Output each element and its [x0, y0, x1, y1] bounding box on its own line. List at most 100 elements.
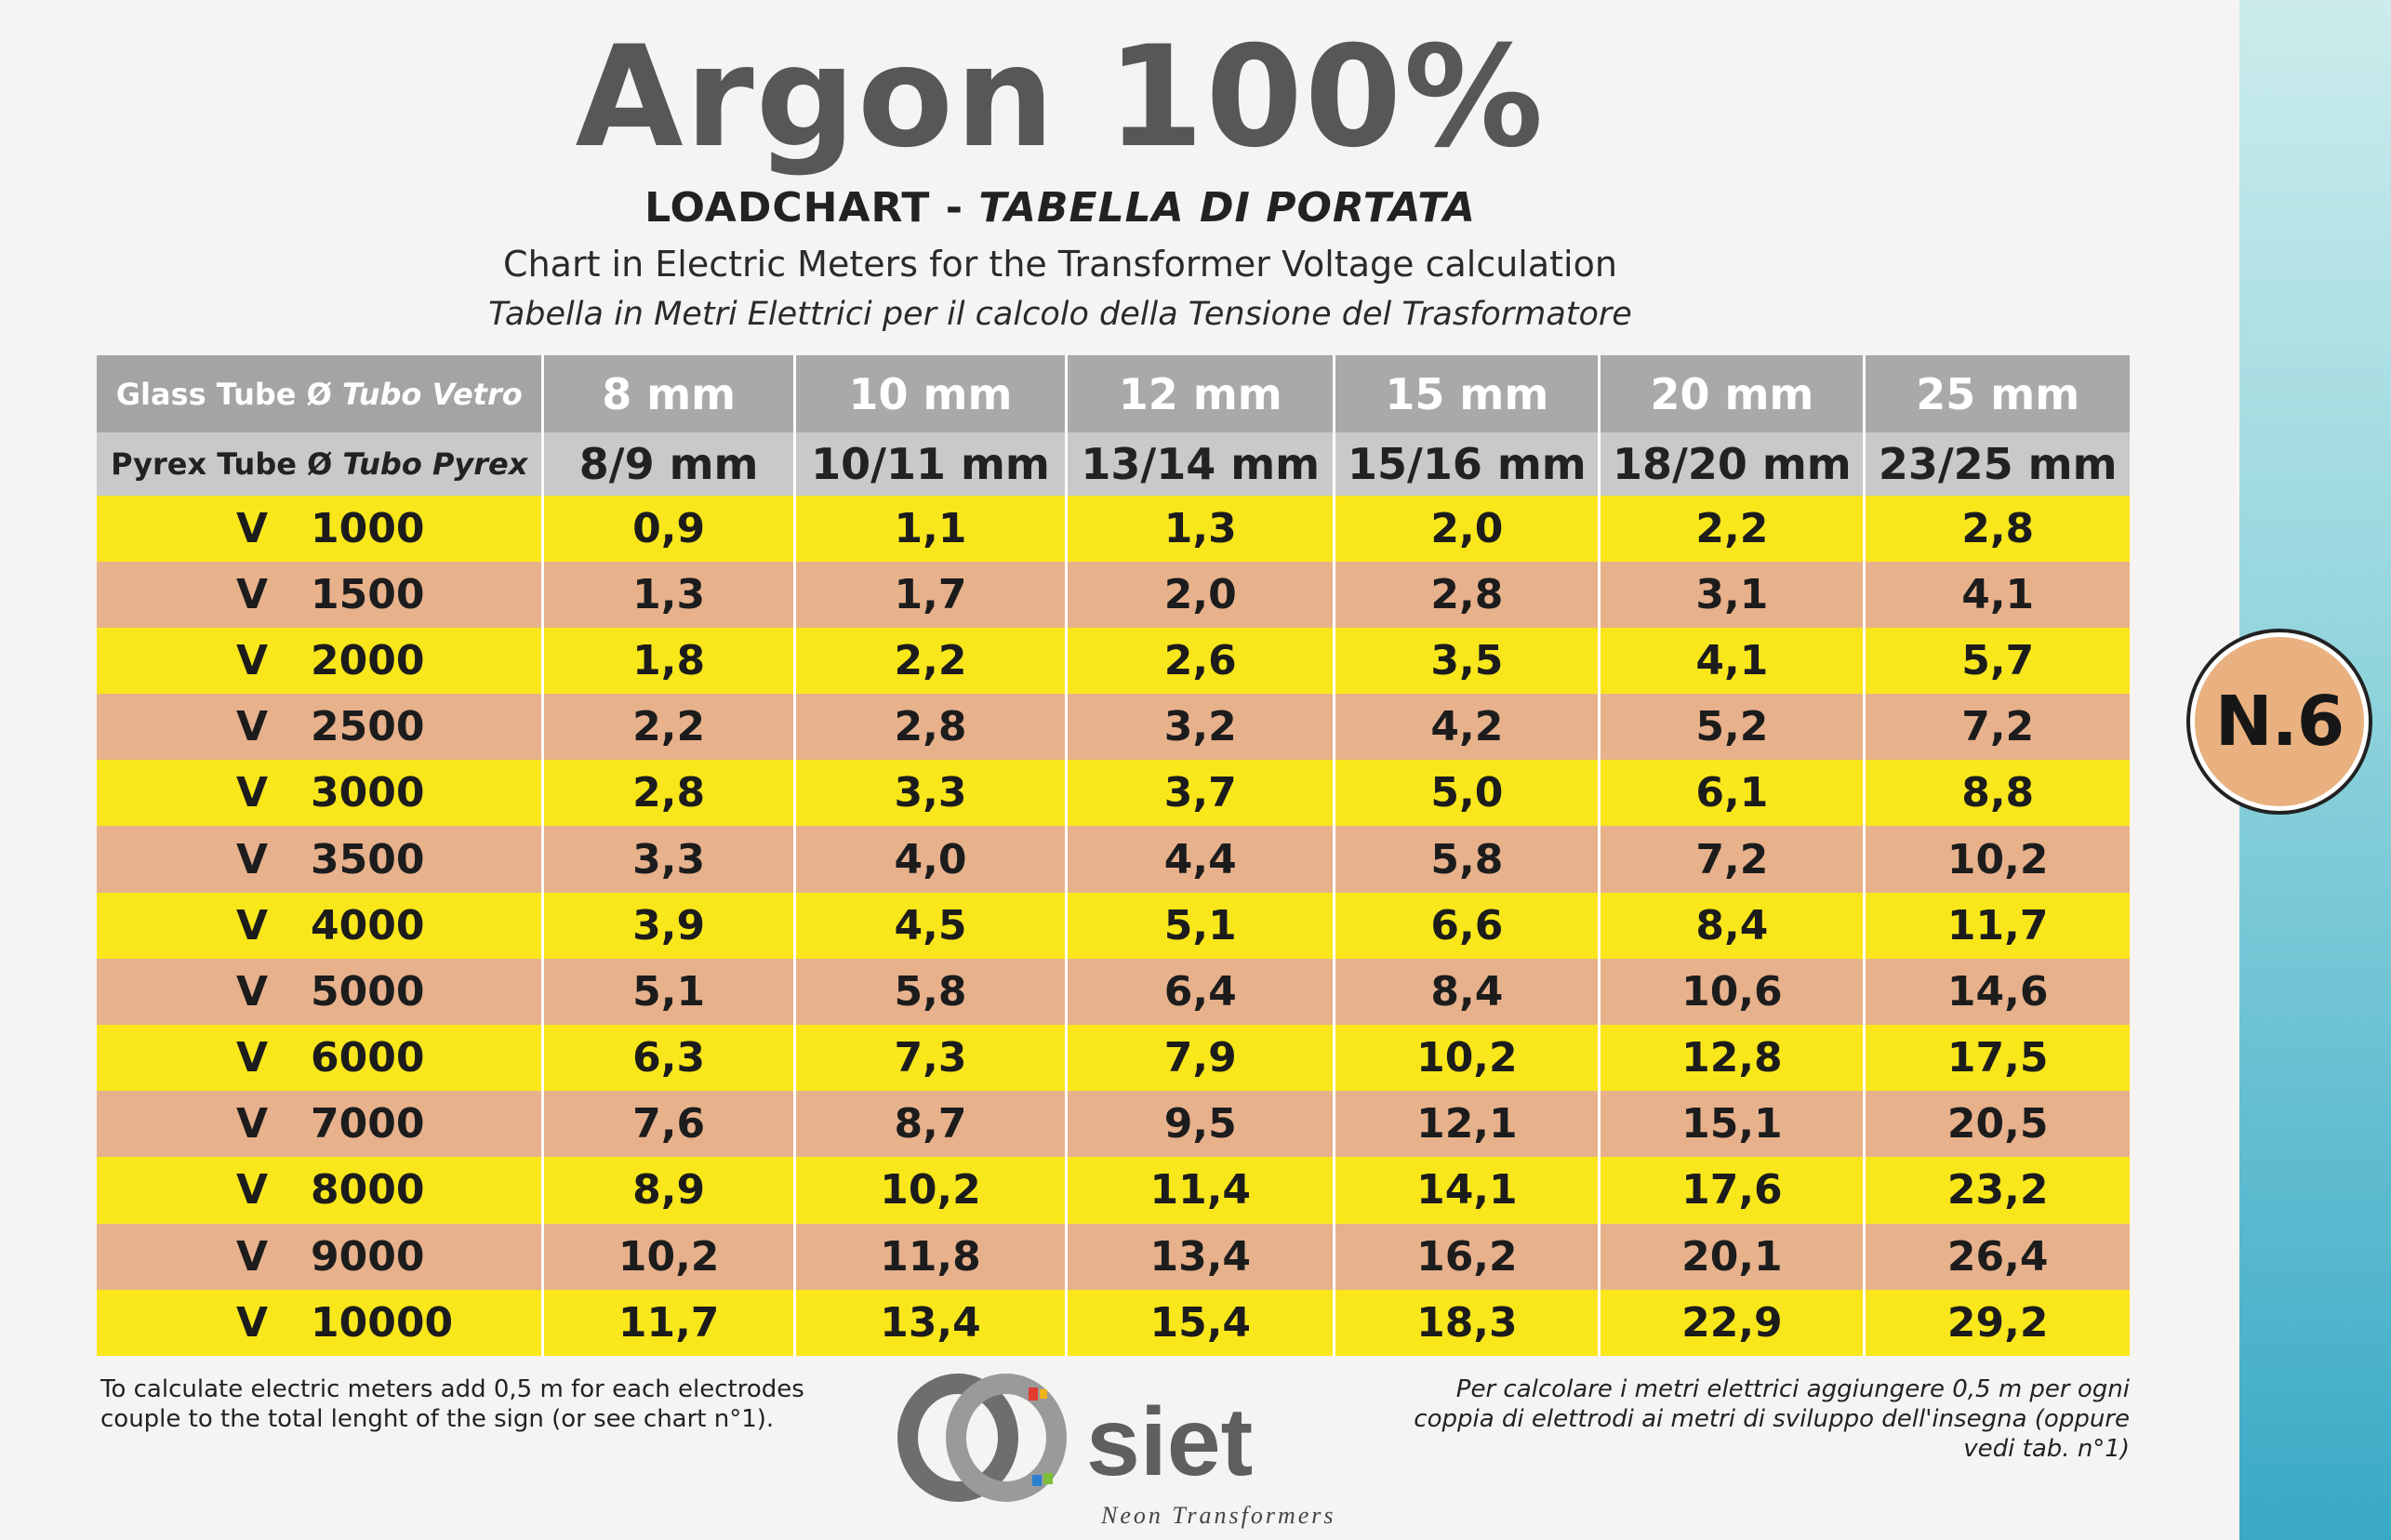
siet-logo: siet Neon Transformers [897, 1374, 1336, 1529]
meter-value-cell: 11,8 [792, 1223, 1067, 1290]
voltage-value: 1500 [311, 570, 425, 618]
meter-value-cell: 6,6 [1333, 892, 1600, 959]
description-italian: Tabella in Metri Elettrici per il calcol… [488, 296, 1632, 333]
meter-value-cell: 0,9 [541, 495, 795, 562]
voltage-cell: V 5000 [97, 958, 543, 1025]
voltage-value: 4000 [311, 901, 425, 949]
meter-value-cell: 2,0 [1065, 561, 1335, 628]
voltage-unit: V [236, 769, 269, 817]
meter-value-cell: 3,9 [541, 892, 795, 959]
meter-value-cell: 10,6 [1598, 958, 1865, 1025]
meter-value-cell: 5,1 [1065, 892, 1335, 959]
meter-value-cell: 1,3 [541, 561, 795, 628]
meter-value-cell: 10,2 [1333, 1025, 1600, 1092]
meter-value-cell: 3,3 [792, 760, 1067, 827]
meter-value-cell: 16,2 [1333, 1223, 1600, 1290]
meter-value-cell: 1,1 [792, 495, 1067, 562]
page-title: Argon 100% [575, 17, 1546, 179]
meter-value-cell: 23,2 [1863, 1157, 2130, 1224]
meter-value-cell: 3,5 [1333, 627, 1600, 695]
pyrex-tube-label: Pyrex Tube Ø Tubo Pyrex [97, 432, 543, 496]
voltage-unit: V [236, 1166, 269, 1215]
meter-value-cell: 12,1 [1333, 1091, 1600, 1158]
meter-value-cell: 8,4 [1598, 892, 1865, 959]
meter-value-cell: 2,8 [1863, 495, 2130, 562]
meter-value-cell: 8,8 [1863, 760, 2130, 827]
header-row-glass: Glass Tube Ø Tubo Vetro 8 mm 10 mm 12 mm… [97, 355, 2130, 433]
voltage-value: 3500 [311, 835, 425, 883]
logo-accent-green [1043, 1473, 1053, 1484]
page-subtitle: LOADCHART - TABELLA DI PORTATA [0, 184, 2120, 232]
description-english: Chart in Electric Meters for the Transfo… [503, 244, 1617, 285]
meter-value-cell: 26,4 [1863, 1223, 2130, 1290]
meter-value-cell: 1,3 [1065, 495, 1335, 562]
meter-value-cell: 1,7 [792, 561, 1067, 628]
voltage-cell: V 4000 [97, 892, 543, 959]
meter-value-cell: 2,8 [792, 694, 1067, 761]
meter-value-cell: 18,3 [1333, 1289, 1600, 1356]
meter-value-cell: 14,1 [1333, 1157, 1600, 1224]
voltage-value: 8000 [311, 1166, 425, 1215]
logo-tagline: Neon Transformers [1100, 1502, 1336, 1529]
meter-value-cell: 2,2 [792, 627, 1067, 695]
meter-value-cell: 7,3 [792, 1025, 1067, 1092]
table-row: V 10000 11,7 13,4 15,4 18,3 22,9 29,2 [97, 1289, 2130, 1356]
meter-value-cell: 5,0 [1333, 760, 1600, 827]
meter-value-cell: 2,2 [541, 694, 795, 761]
note-english: To calculate electric meters add 0,5 m f… [100, 1375, 804, 1433]
meter-value-cell: 17,6 [1598, 1157, 1865, 1224]
note-italian: Per calcolare i metri elettrici aggiunge… [1414, 1375, 2130, 1463]
voltage-cell: V 10000 [97, 1289, 543, 1356]
meter-value-cell: 6,4 [1065, 958, 1335, 1025]
meter-value-cell: 5,2 [1598, 694, 1865, 761]
meter-value-cell: 29,2 [1863, 1289, 2130, 1356]
voltage-cell: V 6000 [97, 1025, 543, 1092]
logo-accent-blue [1032, 1475, 1042, 1486]
table-row: V 3000 2,8 3,3 3,7 5,0 6,1 8,8 [97, 760, 2130, 827]
meter-value-cell: 4,2 [1333, 694, 1600, 761]
table-row: V 7000 7,6 8,7 9,5 12,1 15,1 20,5 [97, 1091, 2130, 1158]
voltage-unit: V [236, 1298, 269, 1347]
voltage-unit: V [236, 703, 269, 751]
chart-number-badge: N.6 [2190, 632, 2369, 811]
header-pyrex-cell: 23/25 mm [1863, 432, 2130, 496]
voltage-unit: V [236, 901, 269, 949]
meter-value-cell: 7,9 [1065, 1025, 1335, 1092]
voltage-value: 6000 [311, 1034, 425, 1082]
table-row: V 2500 2,2 2,8 3,2 4,2 5,2 7,2 [97, 694, 2130, 761]
meter-value-cell: 5,7 [1863, 627, 2130, 695]
table-row: V 2000 1,8 2,2 2,6 3,5 4,1 5,7 [97, 627, 2130, 695]
logo-accent-red [1029, 1387, 1038, 1401]
voltage-cell: V 3000 [97, 760, 543, 827]
header-pyrex-cell: 18/20 mm [1598, 432, 1865, 496]
meter-value-cell: 11,7 [541, 1289, 795, 1356]
meter-value-cell: 14,6 [1863, 958, 2130, 1025]
meter-value-cell: 9,5 [1065, 1091, 1335, 1158]
meter-value-cell: 6,1 [1598, 760, 1865, 827]
meter-value-cell: 5,8 [1333, 826, 1600, 893]
voltage-value: 10000 [311, 1298, 454, 1347]
table-row: V 1500 1,3 1,7 2,0 2,8 3,1 4,1 [97, 561, 2130, 628]
header-pyrex-cell: 13/14 mm [1065, 432, 1335, 496]
meter-value-cell: 10,2 [792, 1157, 1067, 1224]
meter-value-cell: 4,4 [1065, 826, 1335, 893]
voltage-unit: V [236, 1034, 269, 1082]
meter-value-cell: 4,1 [1863, 561, 2130, 628]
glass-tube-label: Glass Tube Ø Tubo Vetro [97, 355, 543, 433]
voltage-cell: V 9000 [97, 1223, 543, 1290]
voltage-unit: V [236, 570, 269, 618]
logo-brand-text: siet [1086, 1388, 1253, 1496]
logo-accent-orange [1040, 1389, 1047, 1399]
meter-value-cell: 2,2 [1598, 495, 1865, 562]
meter-value-cell: 11,4 [1065, 1157, 1335, 1224]
meter-value-cell: 2,6 [1065, 627, 1335, 695]
header-pyrex-cell: 10/11 mm [792, 432, 1067, 496]
header-glass-cell: 20 mm [1598, 355, 1865, 433]
meter-value-cell: 7,6 [541, 1091, 795, 1158]
header-pyrex-cell: 8/9 mm [541, 432, 795, 496]
meter-value-cell: 11,7 [1863, 892, 2130, 959]
logo-ring-left [897, 1374, 1018, 1502]
load-chart-table: Glass Tube Ø Tubo Vetro 8 mm 10 mm 12 mm… [97, 355, 2130, 1356]
meter-value-cell: 15,4 [1065, 1289, 1335, 1356]
header-row-pyrex: Pyrex Tube Ø Tubo Pyrex 8/9 mm 10/11 mm … [97, 432, 2130, 496]
